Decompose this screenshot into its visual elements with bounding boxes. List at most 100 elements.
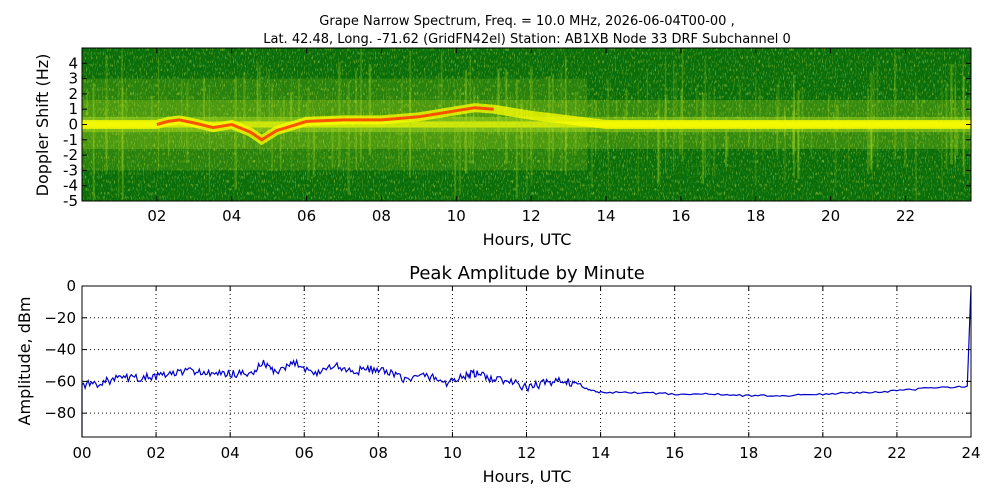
spectrogram-streak bbox=[776, 83, 779, 153]
spectrogram-streak bbox=[398, 108, 400, 164]
spectrogram-streak bbox=[520, 98, 523, 164]
chart-title-line1: Grape Narrow Spectrum, Freq. = 10.0 MHz,… bbox=[319, 14, 734, 29]
spectrogram-streak bbox=[792, 110, 795, 155]
spectrogram-streak bbox=[472, 105, 474, 165]
spectrogram-streak bbox=[564, 101, 568, 151]
amplitude-xlabel: Hours, UTC bbox=[483, 467, 572, 486]
spectrogram-streak bbox=[956, 116, 959, 156]
spectrogram-streak bbox=[409, 50, 412, 165]
spectrogram-streak bbox=[243, 72, 246, 149]
amplitude-title: Peak Amplitude by Minute bbox=[409, 263, 645, 284]
spectrogram-streak bbox=[941, 75, 943, 186]
spectrogram-streak bbox=[613, 121, 616, 141]
spectrogram-streak bbox=[256, 61, 259, 149]
spectrogram-streak bbox=[408, 91, 412, 178]
spectrogram-streak bbox=[151, 96, 153, 126]
spectrogram-streak bbox=[664, 59, 667, 173]
amplitude-y-tick-label: −20 bbox=[44, 309, 76, 327]
spectrogram-streak bbox=[657, 109, 659, 183]
spectrogram-streak bbox=[168, 127, 170, 157]
spectrogram-image bbox=[82, 48, 971, 201]
spectrogram-streak bbox=[606, 79, 609, 156]
spectrogram-xlabel: Hours, UTC bbox=[483, 230, 572, 249]
spectrogram-x-tick-label: 22 bbox=[896, 207, 915, 225]
amplitude-panel: Peak Amplitude by Minute 00 02 04 06 08 10 12 1… bbox=[15, 263, 981, 486]
spectrogram-y-tick-label: 3 bbox=[68, 70, 78, 88]
amplitude-x-tick-label: 04 bbox=[221, 444, 240, 462]
spectrogram-x-tick-label: 12 bbox=[522, 207, 541, 225]
spectrogram-streak bbox=[268, 68, 270, 142]
spectrogram-streak bbox=[360, 48, 363, 163]
amplitude-ylabel: Amplitude, dBm bbox=[15, 297, 34, 426]
spectrogram-streak bbox=[827, 94, 830, 126]
spectrogram-streak bbox=[92, 82, 95, 201]
spectrogram-streak bbox=[203, 77, 206, 128]
spectrogram-streak bbox=[664, 94, 667, 143]
spectrogram-x-tick-label: 18 bbox=[746, 207, 765, 225]
spectrogram-streak bbox=[696, 86, 698, 145]
spectrogram-x-tick-label: 10 bbox=[447, 207, 466, 225]
spectrogram-streak bbox=[289, 92, 293, 131]
amplitude-x-tick-label: 08 bbox=[369, 444, 388, 462]
spectrogram-streak bbox=[359, 99, 362, 157]
spectrogram-streak bbox=[85, 89, 89, 116]
amplitude-x-tick-label: 10 bbox=[443, 444, 462, 462]
spectrogram-streak bbox=[314, 126, 316, 152]
spectrogram-streak bbox=[338, 62, 341, 166]
spectrogram-streak bbox=[954, 61, 957, 162]
amplitude-x-tick-label: 02 bbox=[147, 444, 166, 462]
spectrogram-streak bbox=[673, 60, 675, 167]
spectrogram-x-tick-label: 20 bbox=[821, 207, 840, 225]
spectrogram-streak bbox=[680, 90, 683, 124]
spectrogram-streak bbox=[754, 76, 757, 186]
spectrogram-y-tick-label: -2 bbox=[63, 146, 78, 164]
amplitude-y-tick-label: −60 bbox=[44, 372, 76, 390]
spectrogram-streak bbox=[681, 48, 684, 162]
spectrogram-streak bbox=[797, 90, 800, 179]
spectrogram-streak bbox=[872, 68, 876, 157]
spectrogram-x-tick-label: 08 bbox=[372, 207, 391, 225]
amplitude-y-tick-label: −40 bbox=[44, 341, 76, 359]
amplitude-x-tick-label: 12 bbox=[517, 444, 536, 462]
spectrogram-streak bbox=[437, 74, 440, 135]
spectrogram-y-tick-label: -3 bbox=[63, 161, 78, 179]
spectrogram-streak bbox=[256, 79, 259, 133]
spectrogram-streak bbox=[810, 123, 813, 158]
spectrogram-streak bbox=[615, 100, 618, 137]
spectrogram-streak bbox=[762, 120, 764, 161]
spectrogram-streak bbox=[458, 89, 462, 195]
spectrogram-streak bbox=[962, 54, 964, 166]
amplitude-x-tick-label: 22 bbox=[887, 444, 906, 462]
spectrogram-streak bbox=[747, 123, 750, 146]
spectrogram-streak bbox=[797, 126, 799, 163]
spectrogram-streak bbox=[915, 86, 917, 201]
spectrogram-streak bbox=[120, 50, 124, 172]
spectrogram-streak bbox=[590, 98, 594, 189]
spectrogram-streak bbox=[520, 103, 523, 140]
spectrogram-streak bbox=[505, 69, 508, 165]
spectrogram-streak bbox=[180, 81, 183, 147]
spectrogram-streak bbox=[847, 92, 850, 178]
spectrogram-streak bbox=[283, 95, 285, 142]
spectrogram-streak bbox=[904, 118, 907, 168]
spectrogram-y-tick-label: 0 bbox=[68, 116, 78, 134]
spectrogram-streak bbox=[456, 110, 459, 136]
spectrogram-streak bbox=[725, 116, 728, 168]
spectrogram-y-tick-label: -1 bbox=[63, 131, 78, 149]
spectrogram-streak bbox=[658, 97, 661, 185]
spectrogram-ylabel: Doppler Shift (Hz) bbox=[33, 54, 52, 197]
amplitude-y-tick-label: −80 bbox=[44, 404, 76, 422]
amplitude-x-tick-label: 00 bbox=[72, 444, 91, 462]
spectrogram-streak bbox=[453, 89, 457, 199]
spectrogram-x-tick-label: 14 bbox=[596, 207, 615, 225]
amplitude-grid bbox=[82, 286, 971, 437]
spectrogram-streak bbox=[801, 87, 804, 150]
spectrogram-streak bbox=[121, 87, 124, 200]
spectrogram-streak bbox=[271, 83, 273, 172]
spectrogram-streak bbox=[678, 126, 682, 155]
spectrogram-streak bbox=[157, 56, 160, 170]
spectrogram-x-tick-label: 16 bbox=[671, 207, 690, 225]
